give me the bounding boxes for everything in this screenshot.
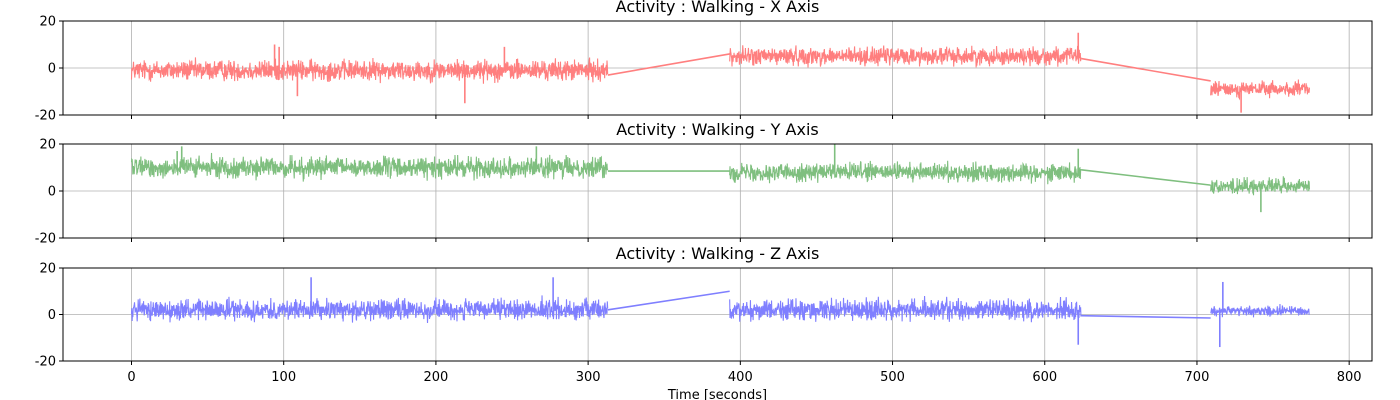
x-tick-label: 400	[728, 370, 753, 385]
y-tick-label: 0	[48, 62, 56, 77]
x-tick-label: 700	[1185, 370, 1210, 385]
y-tick-label: -20	[35, 355, 56, 370]
x-tick-label: 200	[423, 370, 448, 385]
y-tick-label: 20	[39, 138, 56, 153]
series-bridge-line	[1081, 169, 1211, 186]
series-line-segment	[1210, 79, 1310, 101]
series-line-segment	[130, 57, 609, 84]
series-bridge-line	[1081, 314, 1211, 319]
x-tick-label: 300	[576, 370, 601, 385]
y-tick-label: 0	[48, 308, 56, 323]
panel-1: -20 0 20 Activity : Walking - X Axis	[35, 0, 1373, 124]
series-bridge-line	[607, 53, 730, 76]
chart-title: Activity : Walking - X Axis	[616, 0, 820, 16]
y-tick-label: 20	[39, 15, 56, 30]
series-line-segment	[130, 152, 609, 182]
y-tick-label: 0	[48, 185, 56, 200]
chart-title: Activity : Walking - Y Axis	[616, 120, 818, 139]
series-bridge-line	[607, 290, 730, 311]
series-line-segment	[1210, 303, 1310, 318]
x-axis-label: Time [seconds]	[667, 388, 767, 400]
x-tick-label: 800	[1337, 370, 1362, 385]
series-line-segment	[729, 160, 1082, 185]
series-line-segment	[130, 295, 609, 324]
y-tick-label: 20	[39, 262, 56, 277]
series-line-segment	[1210, 176, 1310, 196]
series-line-segment	[729, 295, 1082, 323]
x-tick-label: 0	[127, 370, 135, 385]
chart-title: Activity : Walking - Z Axis	[616, 244, 820, 263]
panel-3: 0 100 200 300 400 500 600 700 800 -20 0 20 Activity …	[35, 244, 1373, 400]
x-tick-label: 500	[880, 370, 905, 385]
series-line-segment	[729, 45, 1082, 68]
x-tick-label: 600	[1032, 370, 1057, 385]
panel-2: -20 0 20 Activity : Walking - Y Axis	[35, 120, 1373, 247]
y-tick-label: -20	[35, 232, 56, 247]
y-tick-label: -20	[35, 109, 56, 124]
series-bridge-line	[1081, 57, 1211, 82]
x-tick-label: 100	[271, 370, 296, 385]
